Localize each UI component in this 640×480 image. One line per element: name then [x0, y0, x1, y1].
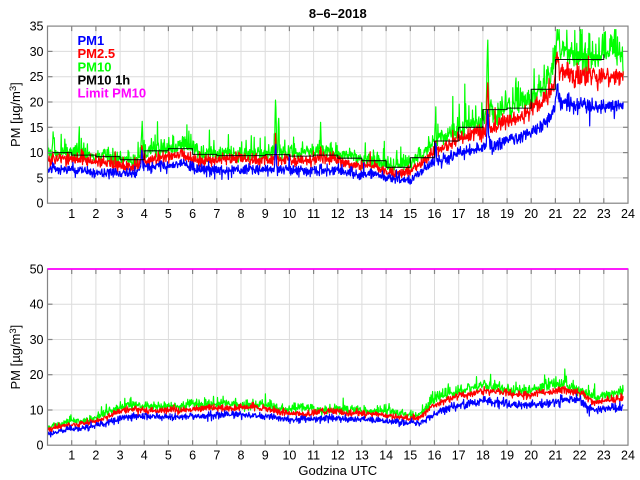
svg-text:20: 20 [30, 96, 44, 110]
svg-text:5: 5 [165, 449, 172, 463]
svg-text:23: 23 [597, 449, 611, 463]
svg-text:8–6–2018: 8–6–2018 [309, 6, 367, 21]
svg-text:8: 8 [238, 207, 245, 221]
svg-text:10: 10 [30, 146, 44, 160]
svg-text:17: 17 [452, 207, 466, 221]
svg-text:21: 21 [548, 207, 562, 221]
svg-text:11: 11 [307, 207, 320, 221]
svg-text:22: 22 [573, 449, 587, 463]
svg-text:13: 13 [355, 207, 369, 221]
svg-text:7: 7 [213, 449, 220, 463]
svg-text:16: 16 [428, 207, 442, 221]
svg-text:4: 4 [141, 207, 148, 221]
svg-text:25: 25 [30, 70, 44, 84]
svg-text:13: 13 [355, 449, 369, 463]
svg-text:9: 9 [262, 207, 269, 221]
svg-text:9: 9 [262, 449, 269, 463]
svg-text:18: 18 [476, 207, 490, 221]
svg-text:0: 0 [37, 439, 44, 453]
svg-text:30: 30 [30, 333, 44, 347]
svg-text:40: 40 [30, 298, 44, 312]
svg-text:10: 10 [30, 404, 44, 418]
svg-text:5: 5 [37, 171, 44, 185]
svg-text:23: 23 [597, 207, 611, 221]
svg-text:18: 18 [476, 449, 490, 463]
svg-text:8: 8 [238, 449, 245, 463]
svg-text:20: 20 [524, 449, 538, 463]
svg-text:5: 5 [165, 207, 172, 221]
svg-text:7: 7 [213, 207, 220, 221]
svg-text:15: 15 [403, 449, 417, 463]
svg-text:12: 12 [331, 449, 345, 463]
svg-text:10: 10 [282, 207, 296, 221]
svg-text:3: 3 [117, 449, 124, 463]
svg-text:4: 4 [141, 449, 148, 463]
svg-text:17: 17 [452, 449, 466, 463]
svg-text:11: 11 [307, 449, 320, 463]
svg-text:PM [µg/m3]: PM [µg/m3] [8, 325, 23, 390]
svg-text:20: 20 [524, 207, 538, 221]
svg-text:15: 15 [403, 207, 417, 221]
svg-text:Godzina UTC: Godzina UTC [298, 463, 377, 478]
svg-text:12: 12 [331, 207, 345, 221]
svg-text:6: 6 [189, 207, 196, 221]
svg-text:2: 2 [92, 449, 99, 463]
svg-text:24: 24 [621, 449, 635, 463]
svg-text:35: 35 [30, 20, 44, 34]
svg-text:10: 10 [282, 449, 296, 463]
svg-text:19: 19 [500, 207, 514, 221]
svg-text:3: 3 [117, 207, 124, 221]
svg-text:14: 14 [379, 207, 393, 221]
svg-text:PM [µg/m3]: PM [µg/m3] [8, 82, 23, 147]
svg-text:PM10: PM10 [78, 59, 112, 74]
svg-text:30: 30 [30, 45, 44, 59]
svg-text:19: 19 [500, 449, 514, 463]
svg-text:PM10 1h: PM10 1h [78, 72, 131, 87]
svg-text:1: 1 [68, 449, 75, 463]
svg-text:Limit PM10: Limit PM10 [78, 85, 147, 100]
svg-text:PM2.5: PM2.5 [78, 46, 116, 61]
svg-text:1: 1 [68, 207, 75, 221]
svg-text:PM1: PM1 [78, 33, 105, 48]
svg-text:22: 22 [573, 207, 587, 221]
svg-text:20: 20 [30, 368, 44, 382]
svg-text:16: 16 [428, 449, 442, 463]
svg-text:15: 15 [30, 121, 44, 135]
svg-text:14: 14 [379, 449, 393, 463]
svg-text:6: 6 [189, 449, 196, 463]
svg-text:0: 0 [37, 197, 44, 211]
svg-text:21: 21 [548, 449, 562, 463]
svg-text:2: 2 [92, 207, 99, 221]
svg-text:24: 24 [621, 207, 635, 221]
svg-text:50: 50 [30, 263, 44, 277]
